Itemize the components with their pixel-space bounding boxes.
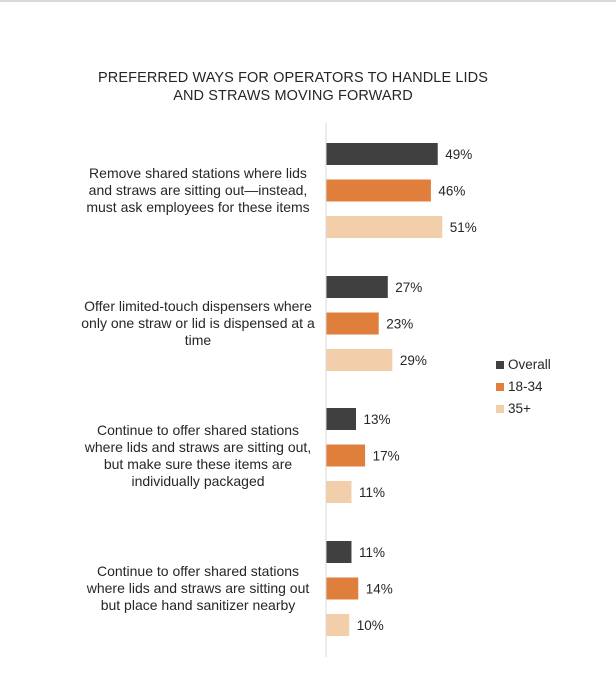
legend-swatch-18-34 (496, 383, 504, 391)
legend-swatch-overall (496, 361, 504, 369)
category-label-1-line-3: must ask employees for these items (86, 198, 310, 215)
bar-18-34-1 (326, 179, 431, 202)
data-label-18-34-3: 17% (373, 449, 400, 464)
legend-swatch-35-plus (496, 405, 504, 413)
category-label-2: Offer limited-touch dispensers where only… (68, 298, 328, 349)
category-label-1-line-1: Remove shared stations where lids (89, 164, 307, 181)
category-label-2-line-1: Offer limited-touch dispensers where (84, 297, 312, 314)
top-border-line (0, 0, 616, 2)
bar-35--3 (326, 481, 352, 503)
category-label-3-line-3: but make sure these items are (103, 456, 293, 472)
category-label-3-line-1: Continue to offer shared stations (96, 422, 300, 438)
bar-35--4 (326, 614, 350, 636)
category-label-1-line-2: and straws are sitting out—instead, (88, 181, 308, 198)
bar-18-34-2 (326, 312, 379, 335)
category-label-4: Continue to offer shared stations where l… (68, 563, 328, 614)
bar-overall-1 (326, 143, 438, 165)
bar-18-34-3 (326, 444, 366, 467)
data-label-18-34-4: 14% (366, 582, 393, 597)
category-label-4-line-1: Continue to offer shared stations (96, 562, 300, 579)
category-label-1: Remove shared stations where lids and str… (68, 165, 328, 216)
category-label-3-line-4: individually packaged (131, 473, 265, 489)
category-label-2-line-2: only one straw or lid is dispensed at a (81, 314, 315, 331)
category-label-2-line-3: time (184, 331, 212, 348)
bar-35--2 (326, 349, 393, 371)
category-label-4-line-2: where lids and straws are sitting out (86, 579, 310, 596)
data-label-35--1: 51% (450, 220, 477, 235)
data-label-18-34-2: 23% (386, 317, 413, 332)
category-label-4-line-3: but place hand sanitizer nearby (100, 596, 296, 613)
data-label-overall-1: 49% (445, 147, 472, 162)
chart-title-line-1: PREFERRED WAYS FOR OPERATORS TO HANDLE L… (98, 70, 488, 86)
category-label-3: Continue to offer shared stations where l… (68, 422, 328, 490)
data-label-overall-2: 27% (395, 280, 422, 295)
chart-title: PREFERRED WAYS FOR OPERATORS TO HANDLE L… (60, 69, 526, 105)
data-label-overall-4: 11% (359, 545, 385, 560)
bar-overall-3 (326, 408, 357, 430)
data-label-35--4: 10% (357, 618, 384, 633)
bar-overall-2 (326, 276, 388, 298)
data-label-35--2: 29% (400, 353, 427, 368)
data-label-35--3: 11% (359, 485, 385, 500)
data-label-18-34-1: 46% (438, 184, 465, 199)
legend-label-18-34: 18-34 (508, 379, 543, 394)
legend-label-35-plus: 35+ (508, 401, 531, 416)
bar-35--1 (326, 216, 443, 238)
bar-overall-4 (326, 541, 352, 563)
legend-label-overall: Overall (508, 357, 551, 372)
category-label-3-line-2: where lids and straws are sitting out, (84, 439, 312, 455)
bar-18-34-4 (326, 577, 359, 600)
chart-title-line-2: AND STRAWS MOVING FORWARD (173, 88, 413, 104)
data-label-overall-3: 13% (364, 412, 391, 427)
